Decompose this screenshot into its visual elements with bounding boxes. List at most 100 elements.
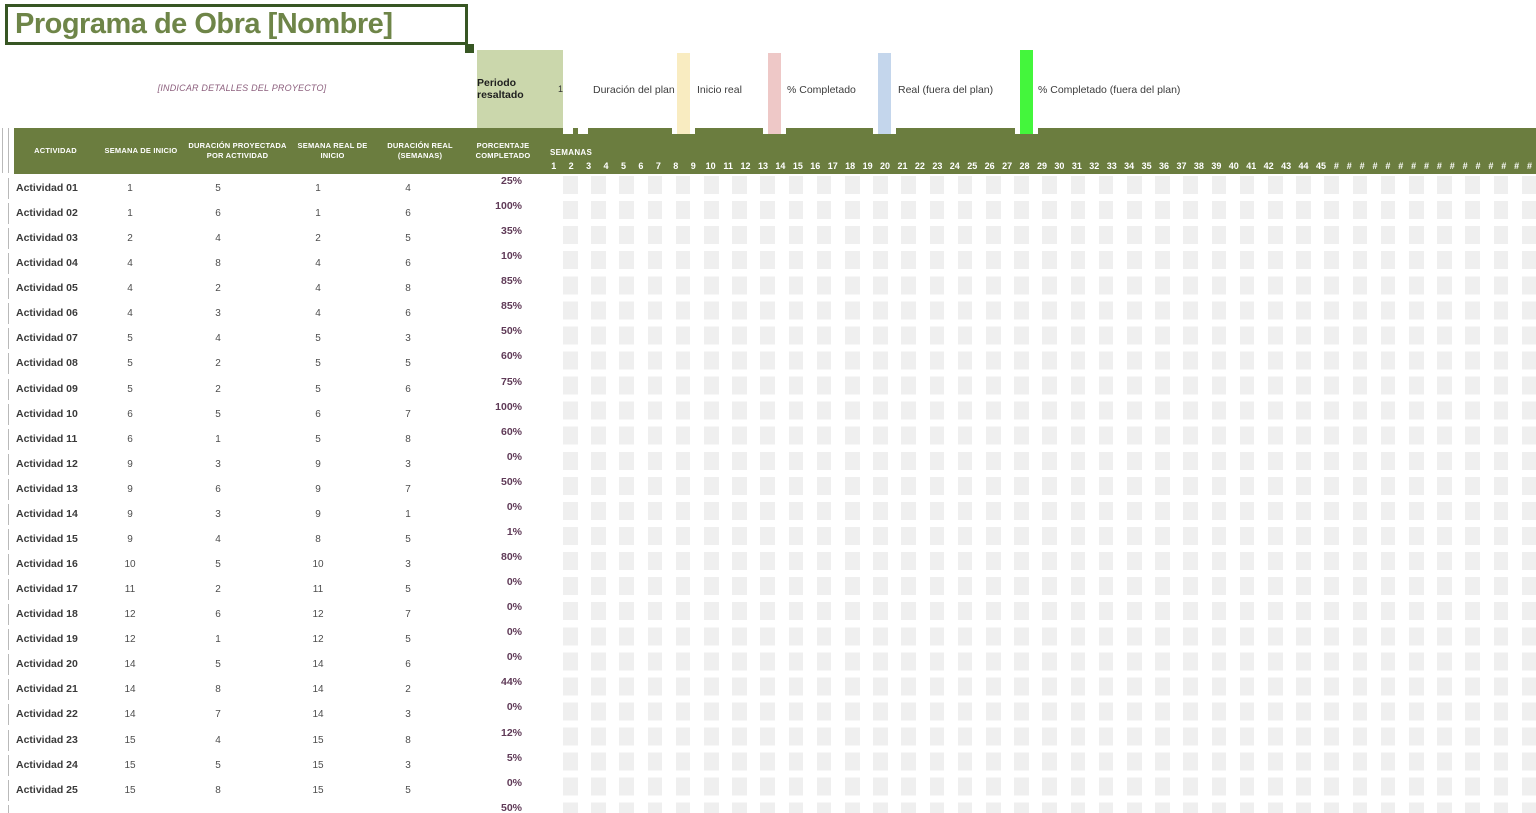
semana-inicio-cell[interactable]: 1 xyxy=(127,183,133,194)
duracion-proyectada-cell[interactable]: 8 xyxy=(215,684,221,696)
semana-real-cell[interactable]: 9 xyxy=(315,508,321,520)
gantt-grid-column[interactable] xyxy=(1352,176,1368,813)
porcentaje-completado-cell[interactable]: 0% xyxy=(506,576,522,589)
duracion-proyectada-cell[interactable]: 2 xyxy=(215,584,221,596)
gantt-grid-column[interactable] xyxy=(675,176,691,813)
gantt-grid-column[interactable] xyxy=(704,176,719,813)
duracion-proyectada-cell[interactable]: 4 xyxy=(215,734,221,746)
gantt-grid-column[interactable] xyxy=(957,176,973,813)
gantt-grid-column[interactable] xyxy=(1127,176,1142,813)
porcentaje-completado-cell[interactable]: 100% xyxy=(495,400,522,413)
duracion-real-cell[interactable]: 2 xyxy=(405,684,411,696)
gantt-grid-column[interactable] xyxy=(1437,176,1452,813)
duracion-proyectada-cell[interactable]: 5 xyxy=(215,659,221,671)
gantt-grid-column[interactable] xyxy=(1465,176,1480,813)
duracion-real-cell[interactable]: 5 xyxy=(405,784,411,796)
gantt-grid-column[interactable] xyxy=(732,176,747,813)
porcentaje-completado-cell[interactable]: 0% xyxy=(506,626,522,639)
gantt-grid-column[interactable] xyxy=(1380,176,1396,813)
gantt-grid-column[interactable] xyxy=(1239,176,1255,813)
activity-name-cell[interactable]: Actividad 08 xyxy=(16,357,78,370)
porcentaje-completado-cell[interactable]: 44% xyxy=(500,676,522,689)
porcentaje-completado-cell[interactable]: 35% xyxy=(500,225,522,238)
semana-real-cell[interactable]: 14 xyxy=(312,709,324,721)
porcentaje-completado-cell[interactable]: 5% xyxy=(506,751,522,764)
gantt-grid-column[interactable] xyxy=(1493,176,1509,813)
semana-real-cell[interactable]: 9 xyxy=(315,458,321,470)
duracion-real-cell[interactable]: 7 xyxy=(405,483,411,495)
duracion-proyectada-cell[interactable]: 2 xyxy=(215,283,221,295)
semana-real-cell[interactable]: 15 xyxy=(312,759,324,771)
duracion-real-cell[interactable]: 6 xyxy=(405,659,411,671)
porcentaje-completado-cell[interactable]: 1% xyxy=(506,525,522,538)
porcentaje-completado-cell[interactable]: 85% xyxy=(500,300,522,313)
gantt-grid-column[interactable] xyxy=(845,176,860,813)
porcentaje-completado-cell[interactable]: 50% xyxy=(500,801,522,813)
duracion-proyectada-cell[interactable]: 6 xyxy=(215,483,221,495)
legend-highlighted-period-value[interactable]: 1 xyxy=(557,84,563,94)
duracion-real-cell[interactable]: 7 xyxy=(405,609,411,621)
semana-inicio-cell[interactable]: 14 xyxy=(124,684,136,696)
activity-name-cell[interactable]: Actividad 22 xyxy=(16,708,78,721)
porcentaje-completado-cell[interactable]: 75% xyxy=(500,375,522,388)
duracion-proyectada-cell[interactable]: 5 xyxy=(215,183,221,194)
duracion-proyectada-cell[interactable]: 6 xyxy=(215,609,221,621)
activity-name-cell[interactable]: Actividad 13 xyxy=(16,482,78,495)
gantt-grid-column[interactable] xyxy=(1521,176,1536,813)
semana-real-cell[interactable]: 9 xyxy=(315,483,321,495)
activity-name-cell[interactable]: Actividad 05 xyxy=(16,282,78,295)
gantt-grid-column[interactable] xyxy=(1211,176,1227,813)
porcentaje-completado-cell[interactable]: 80% xyxy=(500,551,522,564)
semana-real-cell[interactable]: 10 xyxy=(312,559,324,571)
gantt-grid-column[interactable] xyxy=(1183,176,1198,813)
page-title-box[interactable]: Programa de Obra [Nombre] xyxy=(5,4,468,45)
gantt-grid-column[interactable] xyxy=(816,176,832,813)
duracion-real-cell[interactable]: 3 xyxy=(405,759,411,771)
porcentaje-completado-cell[interactable]: 0% xyxy=(506,601,522,614)
semana-inicio-cell[interactable]: 9 xyxy=(127,533,133,545)
gantt-grid-column[interactable] xyxy=(788,176,804,813)
activity-name-cell[interactable]: Actividad 12 xyxy=(16,457,78,470)
semana-inicio-cell[interactable]: 9 xyxy=(127,458,133,470)
duracion-real-cell[interactable]: 6 xyxy=(405,258,411,270)
semana-inicio-cell[interactable]: 5 xyxy=(127,333,133,345)
duracion-proyectada-cell[interactable]: 6 xyxy=(215,208,221,220)
duracion-proyectada-cell[interactable]: 1 xyxy=(215,634,221,646)
semana-inicio-cell[interactable]: 6 xyxy=(127,408,133,420)
activity-name-cell[interactable]: Actividad 10 xyxy=(16,407,78,420)
semana-real-cell[interactable]: 2 xyxy=(315,233,321,245)
porcentaje-completado-cell[interactable]: 25% xyxy=(500,175,522,187)
activity-name-cell[interactable]: Actividad 02 xyxy=(16,207,78,220)
gantt-grid-column[interactable] xyxy=(1409,176,1424,813)
porcentaje-completado-cell[interactable]: 60% xyxy=(500,425,522,438)
semana-real-cell[interactable]: 5 xyxy=(315,433,321,445)
activity-name-cell[interactable]: Actividad 14 xyxy=(16,507,78,520)
semana-inicio-cell[interactable]: 4 xyxy=(127,308,133,320)
porcentaje-completado-cell[interactable]: 12% xyxy=(500,726,522,739)
duracion-real-cell[interactable]: 3 xyxy=(405,559,411,571)
semana-real-cell[interactable]: 1 xyxy=(315,183,321,194)
semana-inicio-cell[interactable]: 10 xyxy=(124,559,136,571)
semana-real-cell[interactable]: 4 xyxy=(315,283,321,295)
duracion-real-cell[interactable]: 8 xyxy=(405,433,411,445)
duracion-real-cell[interactable]: 6 xyxy=(405,208,411,220)
duracion-proyectada-cell[interactable]: 4 xyxy=(215,533,221,545)
porcentaje-completado-cell[interactable]: 0% xyxy=(506,651,522,664)
porcentaje-completado-cell[interactable]: 100% xyxy=(495,200,522,213)
semana-real-cell[interactable]: 15 xyxy=(312,734,324,746)
semana-real-cell[interactable]: 5 xyxy=(315,383,321,395)
semana-real-cell[interactable]: 4 xyxy=(315,308,321,320)
duracion-real-cell[interactable]: 6 xyxy=(405,383,411,395)
porcentaje-completado-cell[interactable]: 50% xyxy=(500,475,522,488)
semana-inicio-cell[interactable]: 1 xyxy=(127,208,133,220)
activity-name-cell[interactable]: Actividad 16 xyxy=(16,558,78,571)
semana-real-cell[interactable]: 14 xyxy=(312,684,324,696)
gantt-grid-column[interactable] xyxy=(647,176,663,813)
gantt-grid-column[interactable] xyxy=(1098,176,1114,813)
gantt-grid-column[interactable] xyxy=(929,176,945,813)
semana-real-cell[interactable]: 15 xyxy=(312,784,324,796)
duracion-proyectada-cell[interactable]: 1 xyxy=(215,433,221,445)
title-selection-handle-icon[interactable] xyxy=(465,44,474,53)
duracion-real-cell[interactable]: 7 xyxy=(405,408,411,420)
porcentaje-completado-cell[interactable]: 60% xyxy=(500,350,522,363)
